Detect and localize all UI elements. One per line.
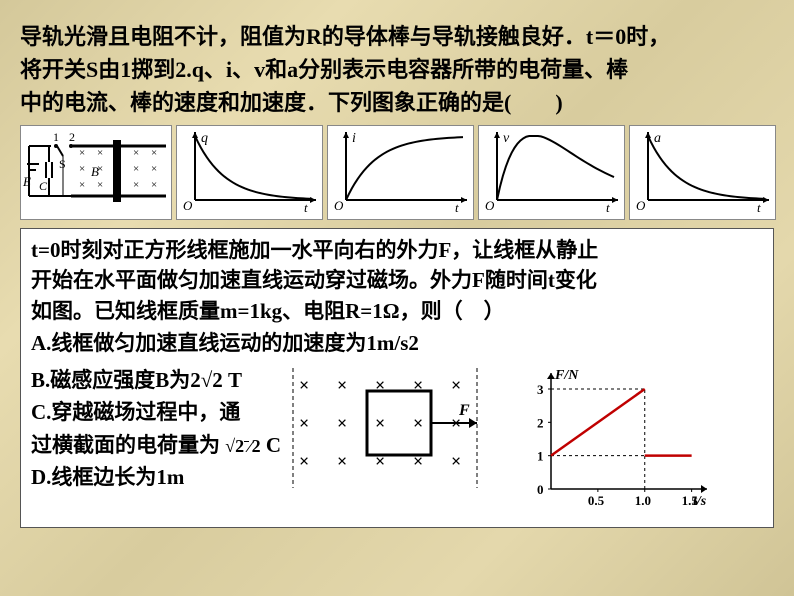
svg-text:C: C [39,179,48,193]
svg-text:1.0: 1.0 [635,493,651,508]
svg-text:F/N: F/N [554,368,579,383]
graph-q: q t O [176,125,323,220]
p2-intro: t=0时刻对正方形线框施加一水平向右的外力F，让线框从静止 开始在水平面做匀加速… [31,235,763,326]
svg-text:O: O [334,198,344,213]
svg-text:×: × [133,163,139,175]
option-C-line2: 过横截面的电荷量为 √2 ∕2 C [31,430,281,460]
svg-text:F: F [458,402,470,419]
svg-text:1: 1 [53,130,59,144]
svg-text:×: × [133,147,139,159]
svg-text:×: × [337,375,347,395]
problem2-box: t=0时刻对正方形线框施加一水平向右的外力F，让线框从静止 开始在水平面做匀加速… [20,228,774,528]
svg-text:t: t [757,200,761,214]
svg-text:q: q [201,131,208,146]
field-diagram: ×××××××××××××××F [289,363,509,521]
svg-text:×: × [299,413,309,433]
C-value: √2 ∕2 [225,436,260,456]
svg-text:×: × [97,163,103,175]
svg-text:S: S [59,157,66,171]
svg-text:t: t [606,200,610,214]
svg-text:0.5: 0.5 [588,493,605,508]
graph-a: a t O [629,125,776,220]
p2-line1: t=0时刻对正方形线框施加一水平向右的外力F，让线框从静止 [31,238,598,262]
svg-text:i: i [352,131,356,146]
p2-line3: 如图。已知线框质量m=1kg、电阻R=1Ω，则（ ） [31,299,505,323]
svg-text:t: t [304,200,308,214]
svg-text:0: 0 [537,482,544,497]
graph-i: i t O [327,125,474,220]
svg-text:×: × [337,413,347,433]
svg-text:1: 1 [537,448,544,463]
circuit-diagram: EC12SB××××××××××××××× [20,125,172,220]
svg-text:×: × [451,375,461,395]
svg-text:O: O [636,198,646,213]
option-A: A.线框做匀加速直线运动的加速度为1m/s2 [31,328,763,358]
svg-text:×: × [79,179,85,191]
svg-text:O: O [485,198,495,213]
p2-options: A.线框做匀加速直线运动的加速度为1m/s2 B.磁感应强度B为2√2 T C.… [31,328,763,521]
svg-text:×: × [375,413,385,433]
B-value: 2√2 [190,368,223,392]
svg-text:×: × [115,179,121,191]
svg-text:×: × [79,147,85,159]
option-C-line1: C.穿越磁场过程中，通 [31,397,281,427]
options-left: B.磁感应强度B为2√2 T C.穿越磁场过程中，通 过横截面的电荷量为 √2 … [31,363,281,521]
svg-text:×: × [299,375,309,395]
p1-line1: 导轨光滑且电阻不计，阻值为R的导体棒与导轨接触良好．t＝0时， [20,24,670,49]
svg-text:×: × [115,147,121,159]
svg-text:v: v [503,131,510,146]
svg-text:a: a [654,131,661,146]
svg-text:3: 3 [537,382,544,397]
p1-line2: 将开关S由1掷到2.q、i、v和a分别表示电容器所带的电荷量、棒 [20,57,628,82]
svg-text:×: × [79,163,85,175]
svg-text:×: × [151,163,157,175]
force-graph: 01230.51.01.5F/Nt/s [517,363,717,521]
svg-text:×: × [97,179,103,191]
svg-text:×: × [151,179,157,191]
svg-text:E: E [22,174,31,189]
option-B: B.磁感应强度B为2√2 T [31,365,281,395]
svg-text:t: t [455,200,459,214]
svg-text:×: × [299,451,309,471]
p1-line3: 中的电流、棒的速度和加速度．下列图象正确的是( ) [20,90,563,115]
svg-text:×: × [97,147,103,159]
svg-text:×: × [451,451,461,471]
svg-text:2: 2 [69,130,75,144]
problem1-graphs-row: EC12SB××××××××××××××× qtO itO vtO atO [20,125,774,220]
svg-text:O: O [183,198,193,213]
svg-text:×: × [133,179,139,191]
p2-line2: 开始在水平面做匀加速直线运动穿过磁场。外力F随时间t变化 [31,268,597,292]
graph-v: v t O [478,125,625,220]
svg-text:×: × [337,451,347,471]
problem1-text: 导轨光滑且电阻不计，阻值为R的导体棒与导轨接触良好．t＝0时， 将开关S由1掷到… [20,20,774,119]
svg-text:×: × [413,413,423,433]
svg-text:2: 2 [537,415,544,430]
svg-text:×: × [115,163,121,175]
option-D: D.线框边长为1m [31,462,281,492]
svg-text:t/s: t/s [693,494,707,509]
svg-text:×: × [151,147,157,159]
